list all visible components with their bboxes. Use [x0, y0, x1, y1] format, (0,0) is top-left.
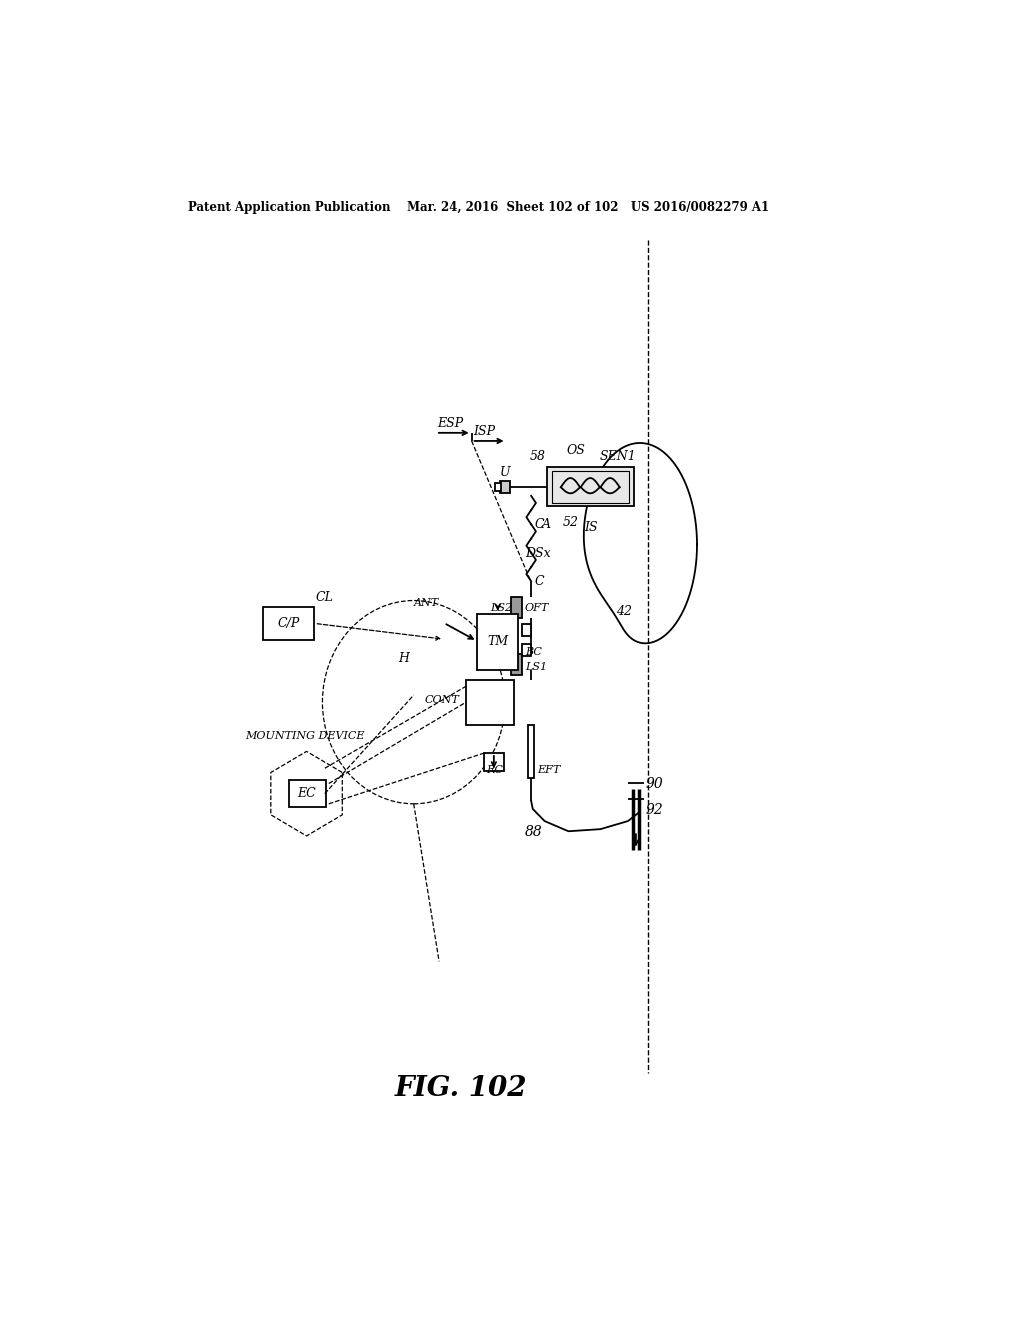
Text: FIG. 102: FIG. 102: [395, 1074, 527, 1102]
Text: 52: 52: [563, 516, 579, 529]
Bar: [289, 780, 326, 807]
Text: CONT: CONT: [425, 696, 460, 705]
Text: OS: OS: [567, 445, 586, 457]
Text: EFT: EFT: [537, 766, 560, 775]
Bar: [466, 680, 514, 725]
Bar: [496, 483, 501, 491]
Text: TM: TM: [487, 635, 508, 648]
Text: C: C: [535, 576, 544, 589]
Text: DSx: DSx: [524, 546, 551, 560]
Bar: [521, 644, 531, 656]
Bar: [528, 725, 535, 779]
Bar: [521, 624, 531, 636]
Text: 90: 90: [645, 776, 664, 791]
Bar: [511, 598, 521, 618]
Text: IS: IS: [585, 521, 598, 535]
Text: Patent Application Publication    Mar. 24, 2016  Sheet 102 of 102   US 2016/0082: Patent Application Publication Mar. 24, …: [187, 201, 769, 214]
Text: SEN1: SEN1: [599, 450, 636, 463]
Text: CL: CL: [315, 590, 333, 603]
Text: LS1: LS1: [524, 661, 547, 672]
Text: C: C: [535, 519, 544, 532]
Text: 92: 92: [645, 803, 664, 817]
Text: 88: 88: [524, 825, 543, 840]
Bar: [263, 607, 314, 640]
Text: BC: BC: [524, 647, 542, 657]
Text: ESP: ESP: [437, 417, 464, 430]
Bar: [511, 655, 521, 675]
Bar: [484, 752, 504, 771]
Bar: [477, 614, 518, 669]
Text: H: H: [397, 652, 409, 664]
Text: ANT: ANT: [414, 598, 439, 607]
Bar: [500, 480, 510, 492]
Text: 42: 42: [616, 605, 632, 618]
Text: 58: 58: [529, 450, 546, 463]
Text: EC: EC: [297, 787, 316, 800]
Text: U: U: [500, 466, 510, 479]
Bar: [552, 471, 629, 503]
Text: RC: RC: [486, 766, 503, 775]
Text: A: A: [543, 519, 551, 532]
Text: ISP: ISP: [473, 425, 496, 438]
Text: LS2: LS2: [489, 603, 512, 612]
Text: C/P: C/P: [278, 616, 300, 630]
Text: MOUNTING DEVICE: MOUNTING DEVICE: [246, 731, 365, 741]
Bar: [547, 467, 634, 506]
Text: OFT: OFT: [524, 603, 549, 612]
